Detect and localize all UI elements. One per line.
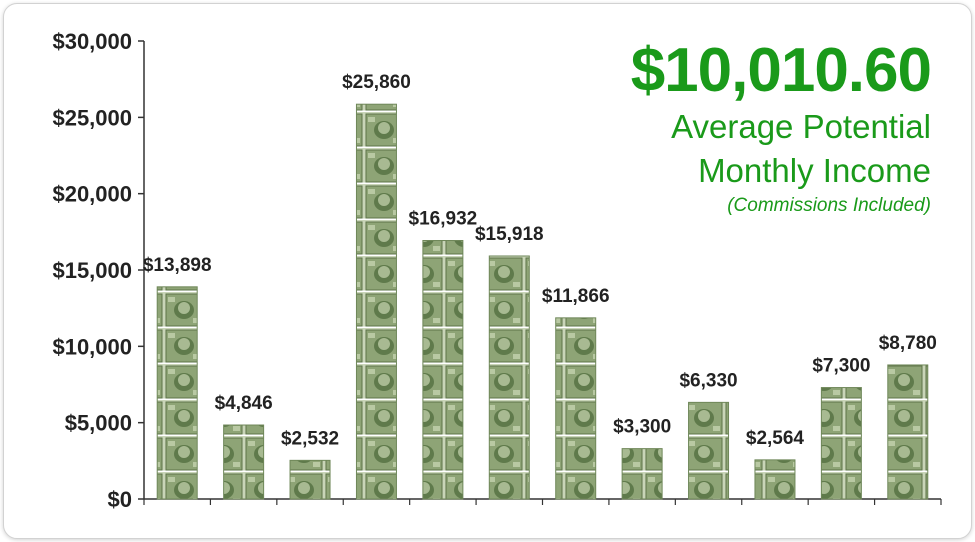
bar	[688, 401, 730, 500]
y-tick-label: $20,000	[52, 182, 132, 207]
bar-value-label: $2,532	[281, 428, 339, 449]
y-tick-label: $30,000	[52, 29, 132, 54]
bar	[621, 448, 663, 500]
bar	[488, 255, 530, 500]
bar-value-label: $11,866	[542, 286, 610, 307]
income-annotation: $10,010.60 Average Potential Monthly Inc…	[630, 36, 932, 216]
bar-value-label: $16,932	[409, 209, 478, 230]
bar	[223, 424, 265, 500]
chart-frame: $0 $5,000 $10,000 $15,000 $20,000 $25,000 $30,…	[3, 3, 972, 539]
y-tick-label: $0	[108, 487, 132, 512]
bar-value-label: $6,330	[679, 370, 737, 391]
bar-value-label: $4,846	[215, 393, 273, 414]
bar-chart: $0 $5,000 $10,000 $15,000 $20,000 $25,000 $30,…	[52, 29, 942, 512]
bar-value-label: $13,898	[143, 255, 212, 276]
y-tick-label: $25,000	[52, 105, 132, 130]
bar	[820, 387, 862, 500]
bar-value-label: $15,918	[475, 224, 544, 245]
y-tick-label: $5,000	[65, 411, 132, 436]
bar	[555, 317, 597, 500]
bar-value-label: $8,780	[879, 333, 937, 354]
annotation-line-2: Monthly Income	[698, 152, 931, 189]
bar-value-label: $3,300	[613, 417, 671, 438]
bar-value-label: $25,860	[342, 72, 411, 93]
bar-value-label: $7,300	[812, 356, 870, 377]
bar	[156, 286, 198, 500]
y-tick-label: $10,000	[52, 334, 132, 359]
bar-value-label: $2,564	[746, 428, 805, 449]
average-amount: $10,010.60	[630, 36, 932, 105]
y-tick-label: $15,000	[52, 258, 132, 283]
annotation-note: (Commissions Included)	[727, 195, 931, 216]
bar	[289, 459, 331, 500]
bar	[754, 459, 796, 500]
bar	[422, 240, 464, 500]
bar	[887, 364, 929, 500]
bar	[355, 103, 397, 500]
annotation-line-1: Average Potential	[671, 108, 931, 145]
